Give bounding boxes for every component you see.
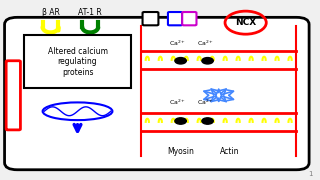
Text: Altered calcium
regulating
proteins: Altered calcium regulating proteins bbox=[48, 47, 108, 76]
FancyBboxPatch shape bbox=[142, 12, 158, 25]
Circle shape bbox=[202, 58, 213, 64]
Text: β AR: β AR bbox=[42, 8, 60, 17]
Text: Myosin: Myosin bbox=[167, 147, 194, 156]
Text: Actin: Actin bbox=[220, 147, 240, 156]
Text: Ca$^{2+}$: Ca$^{2+}$ bbox=[197, 98, 214, 107]
Text: Ca$^{2+}$: Ca$^{2+}$ bbox=[169, 39, 186, 48]
Ellipse shape bbox=[43, 102, 112, 120]
Text: Ca$^{2+}$: Ca$^{2+}$ bbox=[169, 98, 186, 107]
FancyBboxPatch shape bbox=[168, 12, 182, 25]
Circle shape bbox=[175, 58, 186, 64]
Text: AT-1 R: AT-1 R bbox=[78, 8, 102, 17]
FancyBboxPatch shape bbox=[182, 12, 196, 25]
FancyBboxPatch shape bbox=[6, 61, 20, 130]
FancyBboxPatch shape bbox=[24, 35, 132, 88]
Text: 1: 1 bbox=[308, 171, 312, 177]
Circle shape bbox=[175, 118, 186, 124]
FancyBboxPatch shape bbox=[4, 17, 309, 170]
Text: NCX: NCX bbox=[235, 18, 256, 27]
Circle shape bbox=[202, 118, 213, 124]
Text: Ca$^{2+}$: Ca$^{2+}$ bbox=[197, 39, 214, 48]
